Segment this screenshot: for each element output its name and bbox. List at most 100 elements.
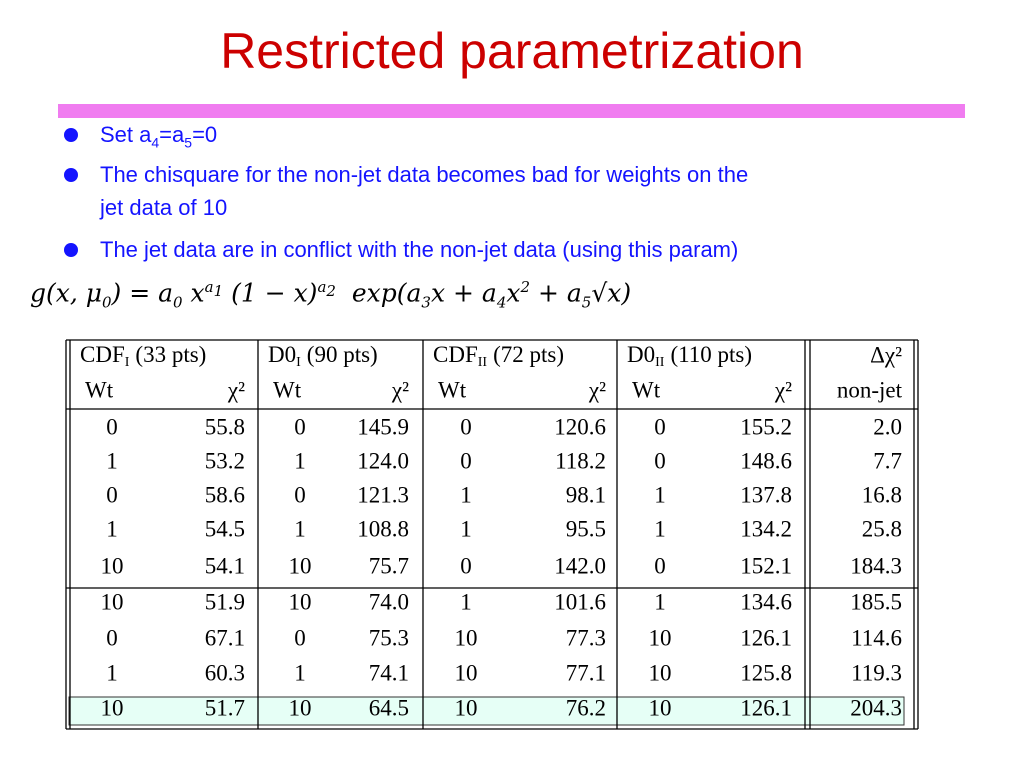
cell: 0	[654, 553, 666, 578]
cell: 101.6	[554, 589, 606, 614]
bullet-dot	[64, 243, 78, 257]
cell: 0	[460, 414, 472, 439]
cell: 1	[106, 448, 118, 473]
bullet: The jet data are in conflict with the no…	[100, 233, 738, 266]
formula: g(x, μ0) = a0 xa1 (1 − x)a2 exp(a3x + a4…	[30, 278, 631, 311]
cell: 77.1	[566, 660, 606, 685]
f: (1 − x)	[223, 278, 318, 308]
slide-title: Restricted parametrization	[220, 23, 804, 79]
bullet: Set a4=a5=0	[100, 118, 217, 159]
f: g(x, μ	[30, 278, 102, 308]
f: 0	[173, 293, 183, 312]
cell: 134.2	[740, 516, 792, 541]
cell: 55.8	[205, 414, 245, 439]
text: jet data of 10	[100, 195, 228, 220]
subscript: 4	[151, 134, 160, 151]
cell: 95.5	[566, 516, 606, 541]
f: 2	[326, 282, 336, 300]
cell: 0	[294, 482, 306, 507]
cell: 0	[294, 414, 306, 439]
sub-header: χ²	[227, 377, 245, 402]
cell: 10	[101, 589, 124, 614]
cell: 1	[294, 448, 306, 473]
cell: 10	[289, 553, 312, 578]
f: x	[182, 278, 205, 308]
bullet-dot	[64, 128, 78, 142]
f: 0	[102, 293, 112, 312]
cell: 58.6	[205, 482, 245, 507]
cell: 0	[106, 625, 118, 650]
group-name: CDF	[80, 342, 125, 367]
cell: 51.7	[205, 695, 245, 720]
f: ) = a	[111, 278, 174, 308]
cell: 53.2	[205, 448, 245, 473]
cell: 10	[455, 625, 478, 650]
cell: 10	[649, 660, 672, 685]
cell: 10	[101, 695, 124, 720]
f: a1	[205, 278, 224, 300]
cell: 119.3	[851, 660, 902, 685]
cell: 114.6	[851, 625, 902, 650]
cell: 155.2	[740, 414, 792, 439]
group-name: D0	[627, 342, 655, 367]
sub-header: Wt	[85, 377, 114, 402]
f: 3	[421, 293, 431, 312]
group-sub: II	[478, 355, 488, 370]
f: + a	[530, 278, 582, 308]
cell: 108.8	[357, 516, 409, 541]
group-name: CDF	[433, 342, 478, 367]
cell: 1	[460, 482, 472, 507]
cell: 126.1	[740, 695, 792, 720]
highlight-row	[68, 696, 905, 726]
cell: 64.5	[369, 695, 409, 720]
cell: 2.0	[873, 414, 902, 439]
group-header: CDFII (72 pts)	[433, 342, 564, 370]
title-rule	[58, 104, 965, 118]
group-header: D0II (110 pts)	[627, 342, 752, 370]
cell: 134.6	[740, 589, 792, 614]
text: Set a	[100, 122, 152, 147]
cell: 1	[654, 589, 666, 614]
cell: 1	[460, 589, 472, 614]
cell: 0	[460, 553, 472, 578]
cell: 74.0	[369, 589, 409, 614]
group-pts: (90 pts)	[307, 342, 378, 367]
text: The jet data are in conflict with the no…	[100, 237, 739, 262]
cell: 10	[455, 695, 478, 720]
cell: 67.1	[205, 625, 245, 650]
bullet-dot	[64, 168, 78, 182]
cell: 0	[654, 414, 666, 439]
cell: 126.1	[740, 625, 792, 650]
cell: 142.0	[554, 553, 606, 578]
group-pts: (110 pts)	[670, 342, 752, 367]
cell: 152.1	[740, 553, 792, 578]
cell: 54.1	[205, 553, 245, 578]
sub-header: χ²	[588, 377, 606, 402]
cell: 0	[294, 625, 306, 650]
group-sub: I	[296, 355, 301, 370]
cell: 1	[106, 660, 118, 685]
cell: 98.1	[566, 482, 606, 507]
cell: 25.8	[862, 516, 902, 541]
group-header: Δχ²	[870, 342, 902, 367]
text: =a	[159, 122, 185, 147]
f: x	[506, 278, 521, 308]
f: 4	[496, 293, 507, 312]
cell: 124.0	[357, 448, 409, 473]
cell: 10	[649, 695, 672, 720]
cell: 74.1	[369, 660, 409, 685]
cell: 185.5	[850, 589, 902, 614]
group-header: CDFI (33 pts)	[80, 342, 206, 370]
text: =0	[192, 122, 218, 147]
cell: 10	[455, 660, 478, 685]
cell: 10	[289, 589, 312, 614]
f: x + a	[430, 278, 497, 308]
cell: 1	[294, 516, 306, 541]
cell: 137.8	[740, 482, 792, 507]
f: 2	[520, 278, 531, 296]
cell: 76.2	[566, 695, 606, 720]
cell: 0	[460, 448, 472, 473]
f: a2	[317, 278, 336, 300]
bullet: The chisquare for the non-jet data becom…	[100, 158, 748, 224]
